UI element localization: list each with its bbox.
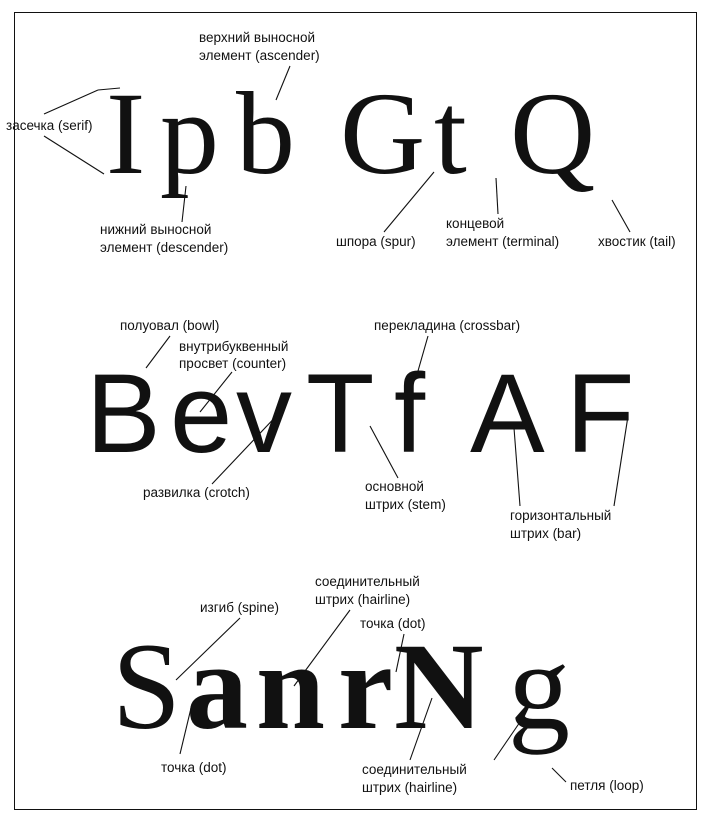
label-counter-line2: просвет (counter) — [179, 356, 286, 371]
leader-tail — [611, 199, 631, 233]
row1-labels: верхний выносной элемент (ascender) засе… — [6, 30, 676, 255]
row3-letters: S a n r N g — [112, 618, 570, 755]
letter-n: n — [256, 618, 325, 755]
leader-crotch — [211, 409, 283, 485]
row2-leader-lines — [145, 335, 629, 507]
label-descender-line2: элемент (descender) — [100, 240, 228, 255]
label-crossbar: перекладина (crossbar) — [374, 318, 520, 333]
label-crotch: развилка (crotch) — [143, 485, 250, 500]
letter-f: f — [394, 351, 426, 476]
label-tail: хвостик (tail) — [598, 234, 676, 249]
leader-spur — [383, 171, 435, 233]
leader-descender — [181, 185, 187, 223]
label-loop: петля (loop) — [570, 778, 644, 793]
letter-v: v — [236, 351, 292, 476]
leader-bar-A — [513, 427, 521, 507]
letter-B: B — [86, 351, 161, 476]
leader-bar-F — [613, 415, 629, 507]
letter-b: b — [236, 68, 295, 199]
letter-G: G — [340, 68, 425, 199]
label-counter-line1: внутрибуквенный — [179, 339, 288, 354]
label-stem-line1: основной — [365, 479, 424, 494]
letter-p: p — [160, 68, 219, 199]
letter-A: A — [470, 351, 545, 476]
leader-bowl — [145, 335, 171, 369]
letter-r: r — [338, 618, 393, 755]
letter-F: F — [566, 351, 634, 476]
label-spur: шпора (spur) — [336, 234, 416, 249]
diagram-frame — [14, 12, 697, 810]
row1-leader-lines — [43, 65, 631, 233]
label-descender-line1: нижний выносной — [100, 222, 211, 237]
label-serif: засечка (serif) — [6, 118, 93, 133]
leader-counter — [199, 371, 233, 413]
letter-e: e — [170, 351, 232, 476]
label-hairline-top-line2: штрих (hairline) — [315, 592, 410, 607]
letter-I: I — [106, 68, 145, 199]
row3-labels: изгиб (spine) соединительный штрих (hair… — [161, 574, 644, 795]
label-dot-top: точка (dot) — [360, 616, 426, 631]
leader-hairline-bottom-g — [493, 721, 521, 761]
row2-letters: B e v T f A F — [86, 351, 634, 476]
letter-g: g — [508, 618, 570, 755]
letter-S: S — [112, 618, 181, 755]
leader-spine — [175, 617, 241, 681]
letter-T: T — [306, 351, 374, 476]
label-bar-line1: горизонтальный — [510, 508, 611, 523]
label-bar-line2: штрих (bar) — [510, 526, 581, 541]
leader-ascender — [275, 65, 291, 101]
label-hairline-bottom-line1: соединительный — [362, 762, 467, 777]
row2-labels: полуовал (bowl) внутрибуквенный просвет … — [120, 318, 611, 541]
row3-leader-lines — [175, 609, 567, 783]
leader-loop — [551, 767, 567, 783]
label-spine: изгиб (spine) — [200, 600, 279, 615]
label-hairline-bottom-line2: штрих (hairline) — [362, 780, 457, 795]
letter-N: N — [394, 618, 484, 755]
label-terminal-line2: элемент (terminal) — [446, 234, 559, 249]
leader-serif-top — [43, 89, 99, 115]
label-bowl: полуовал (bowl) — [120, 318, 219, 333]
leader-dot-bottom — [179, 703, 193, 755]
label-ascender-line2: элемент (ascender) — [199, 48, 320, 63]
label-dot-bottom: точка (dot) — [161, 760, 227, 775]
label-terminal-line1: концевой — [446, 216, 504, 231]
row1-letters: I p b G t Q — [106, 68, 595, 199]
leader-dot-top — [395, 633, 405, 673]
label-hairline-top-line1: соединительный — [315, 574, 420, 589]
leader-serif-bottom — [43, 135, 105, 175]
letter-t: t — [434, 68, 467, 199]
leader-hairline-top — [293, 609, 351, 687]
leader-stem — [369, 425, 399, 479]
leader-hairline-bottom — [409, 697, 433, 761]
leader-terminal — [495, 177, 499, 215]
letter-Q: Q — [510, 68, 595, 199]
letter-a: a — [186, 618, 248, 755]
leader-serif-top-a — [97, 87, 121, 91]
label-stem-line2: штрих (stem) — [365, 497, 446, 512]
leader-crossbar — [415, 335, 429, 379]
label-ascender-line1: верхний выносной — [199, 30, 315, 45]
